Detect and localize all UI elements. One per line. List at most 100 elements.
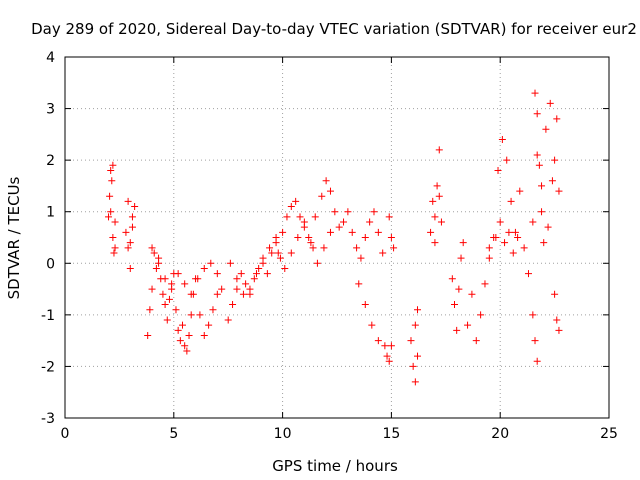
data-point — [176, 337, 184, 345]
data-point — [274, 249, 282, 257]
data-point — [326, 228, 334, 236]
data-point — [311, 213, 319, 221]
data-point — [433, 182, 441, 190]
data-point — [172, 306, 180, 314]
data-point — [390, 244, 398, 252]
data-point — [233, 275, 241, 283]
data-point — [165, 295, 173, 303]
data-point — [472, 337, 480, 345]
data-point — [218, 285, 226, 293]
data-point — [131, 203, 139, 211]
data-point — [509, 249, 517, 257]
data-point — [106, 192, 114, 200]
y-axis-label: SDTVAR / TECUs — [5, 176, 23, 299]
data-point — [485, 244, 493, 252]
data-point — [477, 311, 485, 319]
data-point — [124, 197, 132, 205]
data-point — [168, 285, 176, 293]
data-point — [213, 270, 221, 278]
data-point — [409, 362, 417, 370]
data-point — [361, 234, 369, 241]
data-point — [431, 239, 439, 247]
data-point — [237, 270, 245, 278]
data-point — [224, 316, 232, 324]
data-point — [185, 331, 193, 339]
data-point — [226, 259, 234, 267]
data-point — [353, 244, 361, 252]
data-point — [335, 223, 343, 231]
data-point — [126, 239, 134, 247]
data-point — [431, 213, 439, 221]
data-point — [379, 249, 387, 257]
y-tick-label: -2 — [41, 359, 55, 375]
data-point — [485, 254, 493, 262]
y-axis-ticks: -3 -2 -1 0 1 2 3 4 — [41, 50, 609, 427]
data-point — [414, 306, 422, 314]
data-point — [357, 254, 365, 262]
data-point — [296, 213, 304, 221]
data-point — [370, 208, 378, 216]
data-point — [187, 290, 195, 298]
data-point — [109, 234, 117, 241]
data-point — [331, 208, 339, 216]
data-point — [503, 156, 511, 164]
data-point — [281, 264, 289, 272]
data-point — [294, 234, 302, 241]
data-point — [326, 187, 334, 195]
y-tick-label: 4 — [46, 50, 55, 66]
x-tick-label: 15 — [382, 426, 400, 442]
data-point — [207, 259, 215, 267]
data-point — [435, 192, 443, 200]
data-point — [126, 264, 134, 272]
data-point — [128, 213, 136, 221]
data-point — [529, 311, 537, 319]
data-point — [307, 239, 315, 247]
data-point — [255, 264, 263, 272]
data-point — [263, 270, 271, 278]
data-point — [318, 192, 326, 200]
data-point — [283, 213, 291, 221]
data-point — [385, 357, 393, 365]
y-tick-label: -1 — [41, 308, 55, 324]
data-point — [300, 218, 308, 226]
data-point — [411, 321, 419, 329]
data-point — [366, 218, 374, 226]
data-point — [524, 270, 532, 278]
data-point — [239, 290, 247, 298]
data-point — [481, 280, 489, 288]
data-point — [387, 234, 395, 241]
data-point — [435, 146, 443, 154]
data-point — [146, 306, 154, 314]
data-point — [553, 316, 561, 324]
data-point — [181, 280, 189, 288]
data-point — [174, 326, 182, 334]
data-point — [194, 275, 202, 283]
data-point — [200, 331, 208, 339]
data-point — [551, 156, 559, 164]
data-point — [507, 197, 515, 205]
data-point — [279, 228, 287, 236]
y-tick-label: -3 — [41, 411, 55, 427]
data-point — [529, 218, 537, 226]
data-point — [320, 244, 328, 252]
data-point — [427, 228, 435, 236]
data-point — [553, 115, 561, 123]
data-point — [368, 321, 376, 329]
data-point — [383, 352, 391, 360]
data-point — [229, 301, 237, 309]
data-point — [546, 99, 554, 107]
data-point — [183, 347, 191, 355]
data-point — [544, 223, 552, 231]
data-point — [209, 306, 217, 314]
data-point — [163, 316, 171, 324]
data-point — [468, 290, 476, 298]
data-point — [250, 275, 258, 283]
data-point — [514, 234, 522, 241]
data-point — [107, 208, 115, 216]
data-point — [453, 326, 461, 334]
data-point — [109, 161, 117, 169]
data-point — [110, 249, 118, 257]
data-point — [213, 290, 221, 298]
data-point — [355, 280, 363, 288]
data-point — [148, 285, 156, 293]
